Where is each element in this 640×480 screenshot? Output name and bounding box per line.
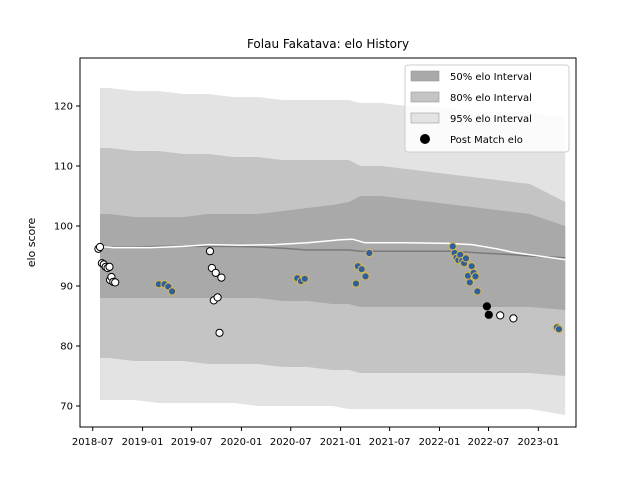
elo-line (99, 238, 566, 261)
post-match-elo-point (95, 242, 105, 252)
x-tick-label: 2022-01 (419, 437, 461, 448)
legend-label: 50% elo Interval (450, 72, 532, 83)
post-match-elo-point (215, 328, 224, 337)
plot-frame (79, 57, 577, 428)
post-match-elo-point (496, 311, 505, 320)
post-match-elo-point (484, 310, 493, 319)
x-tick-label: 2019-07 (171, 437, 213, 448)
x-tick-label: 2020-01 (221, 437, 263, 448)
post-match-elo-point (111, 278, 120, 287)
post-match-elo-point (211, 268, 220, 277)
x-tick-label: 2019-01 (122, 437, 164, 448)
legend-label: 80% elo Interval (450, 93, 532, 104)
post-match-elo-point (365, 248, 374, 258)
post-match-elo-point (482, 302, 491, 311)
y-tick-label: 100 (54, 222, 73, 233)
x-tick-label: 2021-07 (369, 437, 411, 448)
y-tick-label: 90 (60, 282, 73, 293)
legend: 50% elo Interval 80% elo Interval 95% elo … (404, 64, 570, 153)
y-tick-label: 120 (54, 102, 73, 113)
post-match-elo-point (217, 273, 226, 282)
legend-swatch (410, 91, 440, 103)
post-match-elo-point (509, 314, 518, 323)
x-tick-label: 2023-01 (517, 437, 559, 448)
plot-area (94, 88, 566, 415)
band-50-interval (100, 196, 566, 310)
post-match-elo-point (300, 274, 309, 283)
post-match-elo-point (554, 325, 564, 334)
chart-title: Folau Fakatava: elo History (247, 37, 409, 51)
y-tick-label: 80 (60, 342, 73, 353)
post-match-elo-point (467, 262, 476, 271)
legend-box (404, 64, 570, 153)
legend-swatch (410, 112, 440, 124)
post-match-elo-point (448, 242, 457, 251)
post-match-elo-point (473, 287, 482, 296)
x-axis: 2018-07 2019-01 2019-07 2020-01 2020-07 2021-… (72, 427, 559, 448)
legend-marker (420, 134, 430, 144)
post-match-elo-point (105, 262, 114, 271)
x-tick-label: 2022-07 (468, 437, 510, 448)
x-tick-label: 2020-07 (270, 437, 312, 448)
y-axis-title: elo score (25, 217, 38, 267)
post-match-elo-point (465, 278, 474, 287)
x-tick-label: 2018-07 (72, 437, 114, 448)
y-tick-label: 70 (60, 402, 73, 413)
x-tick-label: 2021-01 (320, 437, 362, 448)
y-axis: 70 80 90 100 110 120 (54, 102, 80, 413)
post-match-elo-point (461, 254, 471, 263)
post-match-elo-point (213, 293, 222, 302)
post-match-elo-point (471, 272, 480, 281)
post-match-elo-point (361, 272, 370, 281)
post-match-elo-point (351, 279, 361, 288)
legend-label: 95% elo Interval (450, 114, 532, 125)
post-match-elo-point (168, 287, 177, 296)
legend-swatch (410, 70, 440, 82)
y-tick-label: 110 (54, 162, 73, 173)
post-match-elo-point (357, 265, 366, 274)
post-match-elo-point (205, 247, 215, 256)
legend-label: Post Match elo (450, 135, 523, 146)
